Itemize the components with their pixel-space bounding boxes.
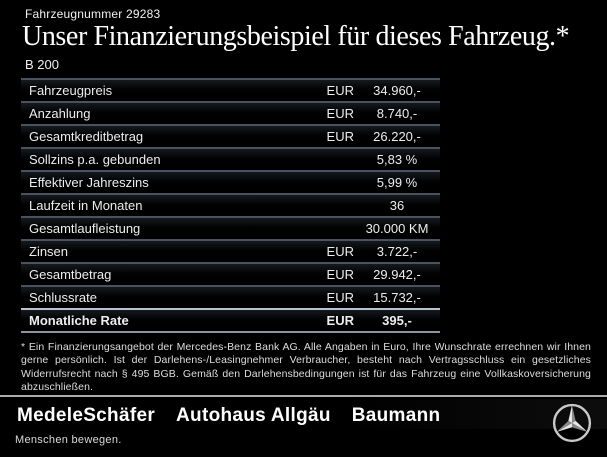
mercedes-star-icon xyxy=(552,403,592,443)
dealer-logo-autohaus-allgaeu: Autohaus Allgäu xyxy=(176,405,331,426)
table-row: Sollzins p.a. gebunden 5,83 % xyxy=(21,147,440,170)
dealer-logos: MedeleSchäfer Autohaus Allgäu Baumann xyxy=(17,405,440,427)
row-label: Anzahlung xyxy=(29,106,91,121)
table-row: Monatliche Rate EUR 395,- xyxy=(21,308,440,331)
table-row: Gesamtbetrag EUR 29.942,- xyxy=(21,262,440,285)
table-row: Gesamtkreditbetrag EUR 26.220,- xyxy=(21,124,440,147)
legal-footnote: * Ein Finanzierungsangebot der Mercedes-… xyxy=(21,341,591,394)
row-value: 395,- xyxy=(382,313,412,328)
row-label: Fahrzeugpreis xyxy=(29,83,113,98)
financing-table: Fahrzeugpreis EUR 34.960,- Anzahlung EUR… xyxy=(21,78,440,333)
table-row: Effektiver Jahreszins 5,99 % xyxy=(21,170,440,193)
dealer-logo-medeleschaefer: MedeleSchäfer xyxy=(17,405,156,426)
row-label: Gesamtlaufleistung xyxy=(29,221,141,236)
row-currency: EUR xyxy=(326,106,354,121)
row-currency: EUR xyxy=(326,290,354,305)
table-row: Fahrzeugpreis EUR 34.960,- xyxy=(21,78,440,101)
row-currency: EUR xyxy=(326,313,354,328)
row-label: Monatliche Rate xyxy=(29,313,129,328)
row-currency: EUR xyxy=(326,129,354,144)
row-value: 5,83 % xyxy=(376,152,418,167)
row-label: Zinsen xyxy=(29,244,69,259)
row-value: 36 xyxy=(389,198,405,213)
footer: MedeleSchäfer Autohaus Allgäu Baumann Me… xyxy=(0,395,607,457)
row-value: 30.000 KM xyxy=(365,221,429,236)
dealer-logo-baumann: Baumann xyxy=(351,405,441,426)
row-label: Gesamtkreditbetrag xyxy=(29,129,144,144)
row-label: Gesamtbetrag xyxy=(29,267,112,282)
table-row: Gesamtlaufleistung 30.000 KM xyxy=(21,216,440,239)
row-value: 34.960,- xyxy=(373,83,421,98)
row-label: Laufzeit in Monaten xyxy=(29,198,143,213)
table-row: Zinsen EUR 3.722,- xyxy=(21,239,440,262)
page-title: Unser Finanzierungsbeispiel für dieses F… xyxy=(22,21,570,52)
row-value: 8.740,- xyxy=(376,106,418,121)
table-row: Schlussrate EUR 15.732,- xyxy=(21,285,440,308)
row-label: Sollzins p.a. gebunden xyxy=(29,152,161,167)
row-currency: EUR xyxy=(326,267,354,282)
row-currency: EUR xyxy=(326,244,354,259)
row-value: 5,99 % xyxy=(376,175,418,190)
row-value: 26.220,- xyxy=(373,129,421,144)
row-value: 29.942,- xyxy=(373,267,421,282)
model-name: B 200 xyxy=(25,57,59,72)
table-row: Laufzeit in Monaten 36 xyxy=(21,193,440,216)
row-currency: EUR xyxy=(326,83,354,98)
row-value: 15.732,- xyxy=(373,290,421,305)
table-row: Anzahlung EUR 8.740,- xyxy=(21,101,440,124)
row-label: Effektiver Jahreszins xyxy=(29,175,149,190)
row-value: 3.722,- xyxy=(376,244,418,259)
footer-tagline: Menschen bewegen. xyxy=(15,434,122,446)
row-label: Schlussrate xyxy=(29,290,97,305)
vehicle-number: Fahrzeugnummer 29283 xyxy=(25,7,161,21)
